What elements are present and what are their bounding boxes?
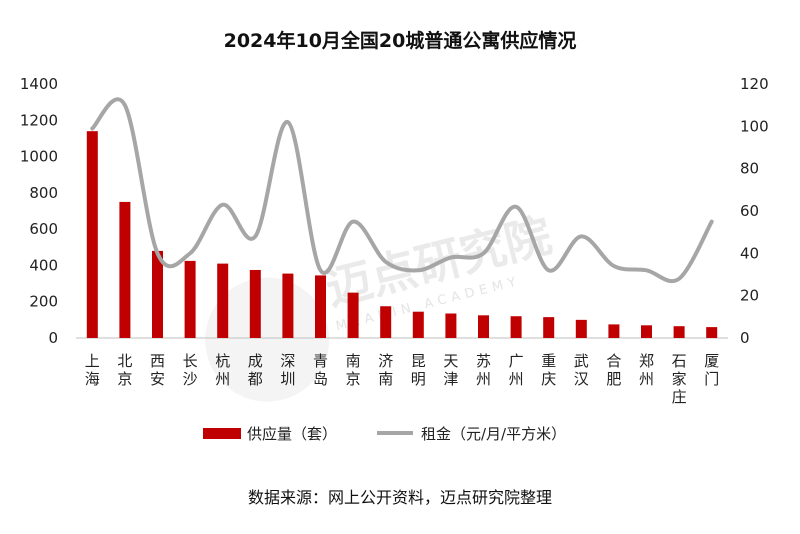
bar-西安: [152, 250, 163, 338]
right-axis: 0 20 40 60 80 100 120: [740, 75, 769, 347]
category-label-石家庄: 石家庄: [672, 352, 687, 406]
left-axis: 0 200 400 600 800 1000 1200 1400: [20, 75, 58, 347]
category-label-成都: 成都: [248, 352, 263, 388]
bar-成都: [249, 269, 261, 338]
category-label-北京: 北京: [117, 352, 132, 388]
left-tick-label: 400: [29, 256, 58, 274]
bar-长沙: [184, 260, 196, 338]
right-tick-label: 80: [740, 160, 759, 178]
category-label-昆明: 昆明: [411, 352, 426, 388]
bar-厦门: [706, 327, 718, 338]
category-label-深圳: 深圳: [280, 352, 295, 388]
bar-苏州: [478, 315, 489, 338]
legend-bar-label: 供应量（套）: [247, 425, 337, 443]
bar-南京: [347, 292, 359, 338]
source-note: 数据来源：网上公开资料，迈点研究院整理: [248, 488, 552, 507]
bar-广州: [510, 316, 522, 338]
category-label-郑州: 郑州: [639, 352, 654, 388]
right-tick-label: 0: [740, 329, 750, 347]
bar-合肥: [608, 324, 620, 338]
watermark-logo: [205, 277, 330, 402]
category-label-苏州: 苏州: [476, 352, 491, 388]
category-label-天津: 天津: [443, 352, 458, 388]
left-tick-label: 1200: [20, 111, 58, 129]
category-label-广州: 广州: [509, 352, 524, 388]
bar-石家庄: [673, 326, 685, 338]
category-label-青岛: 青岛: [313, 352, 328, 388]
category-label-杭州: 杭州: [215, 352, 230, 388]
category-label-西安: 西安: [150, 352, 165, 388]
bar-深圳: [282, 273, 294, 338]
left-tick-label: 1000: [20, 148, 58, 166]
bar-杭州: [217, 263, 229, 338]
right-tick-label: 120: [740, 75, 769, 93]
category-label-济南: 济南: [378, 352, 393, 388]
right-tick-label: 20: [740, 287, 759, 305]
bar-郑州: [641, 325, 652, 338]
category-label-厦门: 厦门: [704, 352, 719, 388]
category-label-武汉: 武汉: [574, 352, 589, 388]
bar-济南: [380, 306, 392, 338]
left-tick-label: 1400: [20, 75, 58, 93]
right-tick-label: 60: [740, 202, 759, 220]
left-tick-label: 200: [29, 293, 58, 311]
category-label-长沙: 长沙: [183, 352, 198, 388]
category-label-合肥: 合肥: [606, 352, 621, 388]
left-tick-label: 800: [29, 184, 58, 202]
category-label-重庆: 重庆: [541, 352, 556, 388]
bar-天津: [445, 313, 457, 338]
bar-昆明: [412, 311, 424, 338]
rent-line: [90, 97, 714, 284]
chart-title: 2024年10月全国20城普通公寓供应情况: [224, 29, 577, 52]
bar-武汉: [575, 319, 587, 338]
bar-北京: [119, 201, 131, 338]
bar-series: [86, 131, 718, 338]
left-tick-label: 0: [48, 329, 58, 347]
legend: 供应量（套） 租金（元/月/平方米）: [203, 425, 566, 443]
right-tick-label: 100: [740, 117, 769, 135]
bar-青岛: [315, 275, 326, 338]
bar-重庆: [543, 317, 555, 338]
legend-line-label: 租金（元/月/平方米）: [421, 425, 566, 443]
category-label-南京: 南京: [346, 352, 361, 388]
left-tick-label: 600: [29, 220, 58, 238]
right-tick-label: 40: [740, 244, 759, 262]
bar-上海: [86, 131, 98, 338]
legend-bar-swatch: [203, 428, 241, 439]
category-label-上海: 上海: [85, 352, 100, 388]
